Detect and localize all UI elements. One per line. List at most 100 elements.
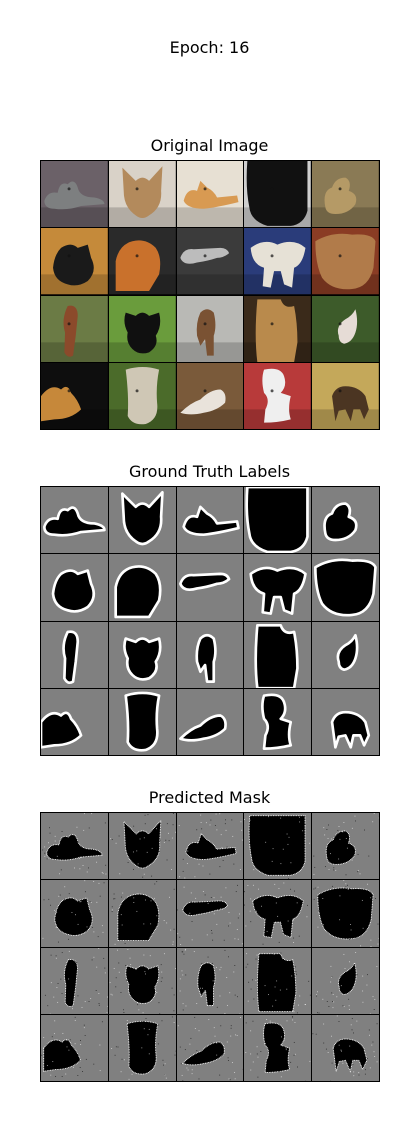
original-image-grid (40, 160, 380, 430)
pet-photo (244, 295, 312, 362)
predicted-segmentation (312, 1015, 378, 1081)
predicted-segmentation (42, 880, 105, 943)
segmentation-label (245, 487, 310, 554)
pet-photo (176, 295, 244, 362)
ground-truth-tile-r1-c1 (41, 487, 108, 554)
ground-truth-tile-r4-c1 (41, 688, 108, 755)
predicted-segmentation (179, 948, 244, 1014)
segmentation-label (62, 629, 80, 684)
predicted-tile-r1-c1 (41, 813, 108, 880)
predicted-segmentation (177, 1016, 244, 1081)
ground-truth-tile-r1-c4 (244, 487, 312, 554)
pet-photo (176, 228, 244, 295)
ground-truth-tile-r1-c3 (176, 487, 244, 554)
predicted-segmentation (109, 813, 176, 878)
original-tile-r1-c3 (176, 161, 244, 228)
segmentation-label (261, 693, 293, 750)
original-tile-r1-c5 (312, 161, 379, 228)
predicted-segmentation (313, 813, 379, 876)
original-tile-r2-c1 (41, 228, 108, 295)
epoch-title: Epoch: 16 (169, 38, 250, 57)
pet-photo (41, 228, 108, 295)
ground-truth-tile-r3-c1 (41, 621, 108, 688)
pet-photo (108, 228, 176, 295)
original-tile-r4-c3 (176, 362, 244, 429)
predicted-tile-r3-c4 (244, 947, 312, 1014)
predicted-tile-r4-c2 (108, 1014, 176, 1081)
pet-photo (41, 362, 108, 429)
predicted-tile-r1-c2 (108, 813, 176, 880)
predicted-segmentation (41, 1016, 103, 1077)
ground-truth-tile-r2-c3 (176, 554, 244, 621)
predicted-segmentation (313, 880, 379, 947)
ground-truth-tile-r3-c5 (312, 621, 379, 688)
predicted-tile-r3-c1 (41, 947, 108, 1014)
pet-photo (312, 295, 379, 362)
original-tile-r1-c4 (244, 161, 312, 228)
segmentation-label (249, 566, 308, 616)
segmentation-label (120, 490, 164, 546)
predicted-tile-r4-c5 (312, 1014, 379, 1081)
original-tile-r3-c1 (41, 295, 108, 362)
predicted-segmentation (316, 951, 378, 1014)
predicted-tile-r1-c5 (312, 813, 379, 880)
original-tile-r3-c5 (312, 295, 379, 362)
pet-photo (244, 228, 312, 295)
segmentation-label (195, 633, 217, 683)
predicted-segmentation (42, 813, 107, 875)
pet-photo (108, 362, 176, 429)
original-tile-r4-c4 (244, 362, 312, 429)
pet-photo (176, 362, 244, 429)
predicted-tile-r4-c1 (41, 1014, 108, 1081)
original-tile-r3-c2 (108, 295, 176, 362)
pet-photo (176, 161, 244, 228)
original-tile-r2-c2 (108, 228, 176, 295)
original-tile-r4-c2 (108, 362, 176, 429)
predicted-segmentation (110, 1016, 176, 1080)
ground-truth-tile-r2-c5 (312, 554, 379, 621)
ground-truth-tile-r4-c3 (176, 688, 244, 755)
ground-truth-tile-r2-c2 (108, 554, 176, 621)
ground-truth-grid (40, 486, 380, 756)
predicted-segmentation (244, 815, 311, 880)
ground-truth-tile-r1-c5 (312, 487, 379, 554)
predicted-segmentation (44, 947, 108, 1014)
predicted-segmentation (246, 952, 312, 1013)
ground-truth-tile-r3-c2 (108, 621, 176, 688)
predicted-tile-r3-c5 (312, 947, 379, 1014)
ground-truth-tile-r2-c4 (244, 554, 312, 621)
predicted-tile-r2-c3 (176, 880, 244, 947)
predicted-tile-r4-c4 (244, 1014, 312, 1081)
predicted-segmentation (176, 885, 244, 946)
segmentation-label (41, 711, 83, 749)
predicted-mask-grid (40, 812, 380, 1082)
panel-title-original: Original Image (150, 136, 269, 155)
original-tile-r1-c2 (108, 161, 176, 228)
predicted-segmentation (245, 1016, 311, 1081)
predicted-tile-r2-c2 (108, 880, 176, 947)
pet-photo (244, 362, 312, 429)
original-tile-r2-c5 (312, 228, 379, 295)
segmentation-label (51, 569, 96, 613)
segmentation-label (114, 565, 162, 619)
original-tile-r1-c1 (41, 161, 108, 228)
ground-truth-tile-r1-c2 (108, 487, 176, 554)
segmentation-label (181, 505, 240, 537)
pet-photo (108, 295, 176, 362)
predicted-segmentation (109, 948, 176, 1014)
original-tile-r3-c3 (176, 295, 244, 362)
segmentation-label (254, 623, 300, 688)
predicted-tile-r2-c1 (41, 880, 108, 947)
ground-truth-tile-r3-c3 (176, 621, 244, 688)
predicted-tile-r4-c3 (176, 1014, 244, 1081)
segmentation-label (124, 691, 161, 752)
segmentation-label (122, 636, 162, 681)
predicted-tile-r1-c3 (176, 813, 244, 880)
predicted-tile-r2-c4 (244, 880, 312, 947)
predicted-tile-r3-c3 (176, 947, 244, 1014)
pet-photo (312, 228, 379, 295)
predicted-segmentation (244, 882, 309, 945)
original-tile-r4-c5 (312, 362, 379, 429)
original-tile-r4-c1 (41, 362, 108, 429)
pet-photo (312, 362, 379, 429)
